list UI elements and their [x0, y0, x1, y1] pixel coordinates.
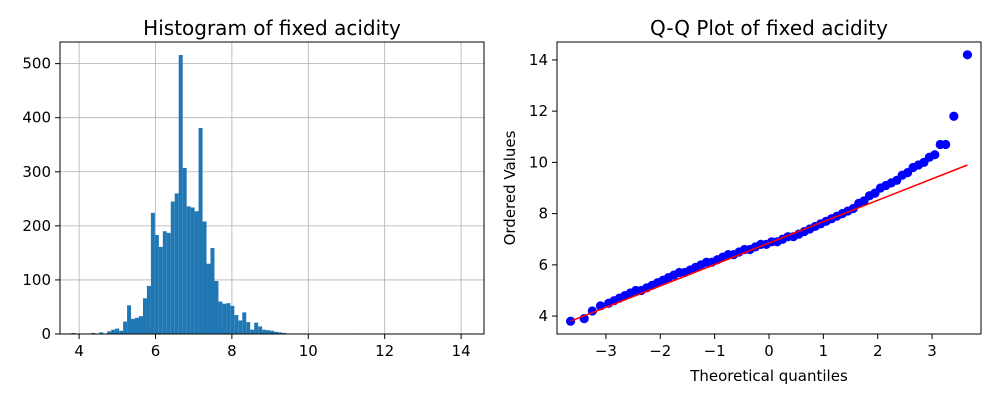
qq-y-tick-label: 14 — [529, 51, 548, 69]
histogram-bar — [230, 305, 235, 334]
histogram-bar — [190, 207, 195, 334]
histogram-bar — [174, 193, 179, 334]
qq-y-tick-label: 8 — [538, 205, 548, 223]
histogram-bar — [146, 285, 151, 334]
histogram-y-tick-label: 100 — [22, 271, 51, 289]
histogram-bar — [214, 281, 219, 334]
qq-x-tick-label: 0 — [764, 342, 774, 360]
histogram-bar — [202, 221, 207, 334]
histogram-x-tick-label: 6 — [151, 342, 161, 360]
histogram-x-tick-label: 12 — [375, 342, 394, 360]
histogram-bar — [111, 329, 116, 334]
histogram-bar — [142, 298, 147, 334]
histogram-bar — [99, 332, 104, 334]
histogram-bar — [186, 206, 191, 334]
histogram-bar — [194, 211, 199, 334]
histogram-bars — [71, 54, 469, 335]
histogram-bar — [178, 54, 183, 334]
histogram-bar — [278, 332, 283, 334]
qq-x-tick-label: −1 — [704, 342, 726, 360]
histogram-bar — [210, 248, 215, 334]
histogram-bar — [162, 231, 167, 334]
histogram-bar — [138, 316, 143, 334]
qq-point — [930, 150, 940, 160]
histogram-y-tick-label: 500 — [22, 55, 51, 73]
histogram-bar — [71, 332, 76, 334]
histogram-y-tick-label: 300 — [22, 163, 51, 181]
histogram-bar — [266, 330, 271, 334]
histogram-y-tick-label: 0 — [41, 325, 51, 343]
histogram-bar — [218, 301, 223, 334]
qq-point — [941, 139, 951, 150]
qq-y-tick-label: 10 — [529, 153, 548, 171]
histogram-bar — [127, 305, 132, 334]
histogram-x-tick-label: 14 — [452, 342, 471, 360]
histogram-ticks: 4 6 8 10 12 14 0 100 200 300 400 500 — [22, 55, 470, 360]
histogram-bar — [234, 315, 239, 334]
histogram-bar — [258, 326, 263, 334]
histogram-bar — [262, 329, 267, 334]
histogram-y-tick-label: 400 — [22, 109, 51, 127]
histogram-bar — [182, 167, 187, 334]
histogram-bar — [242, 312, 247, 334]
histogram-bar — [170, 201, 175, 334]
histogram-bar — [198, 127, 203, 334]
histogram-bar — [115, 328, 120, 334]
histogram-panel: Histogram of fixed acidity 4 6 8 10 12 14 0 100… — [22, 16, 485, 360]
histogram-bar — [131, 318, 136, 334]
histogram-bar — [254, 322, 259, 334]
qq-y-tick-label: 6 — [538, 256, 548, 274]
histogram-bar — [158, 246, 163, 334]
histogram-title: Histogram of fixed acidity — [143, 16, 401, 40]
histogram-bar — [107, 331, 112, 334]
qq-points — [565, 50, 973, 326]
histogram-x-tick-label: 4 — [74, 342, 84, 360]
qq-x-tick-label: 1 — [819, 342, 829, 360]
histogram-x-tick-label: 8 — [227, 342, 237, 360]
qq-fit-line — [570, 164, 968, 322]
histogram-bar — [226, 303, 231, 334]
qq-x-tick-label: −3 — [595, 342, 617, 360]
qq-plot-frame — [556, 41, 982, 335]
qq-plot-title: Q-Q Plot of fixed acidity — [650, 16, 888, 40]
histogram-bar — [246, 322, 251, 334]
qq-x-tick-label: 3 — [927, 342, 937, 360]
qq-plot-panel: Q-Q Plot of fixed acidity −3 −2 −1 0 1 2 34681… — [501, 16, 982, 385]
qq-y-tick-label: 4 — [538, 307, 548, 325]
histogram-bar — [250, 329, 255, 334]
qq-x-tick-label: −2 — [649, 342, 671, 360]
histogram-bar — [135, 317, 139, 334]
qq-y-axis-label: Ordered Values — [501, 130, 519, 245]
histogram-bar — [150, 212, 155, 334]
histogram-bar — [123, 321, 128, 334]
qq-fit-line-segment — [570, 164, 968, 322]
qq-x-tick-label: 2 — [873, 342, 883, 360]
histogram-grid — [60, 42, 484, 335]
histogram-bar — [166, 232, 171, 334]
histogram-frame — [59, 41, 485, 335]
qq-point — [949, 111, 959, 121]
histogram-bar — [222, 303, 227, 334]
qq-y-tick-label: 12 — [529, 102, 548, 120]
histogram-bar — [206, 263, 211, 334]
histogram-bar — [274, 331, 279, 334]
histogram-y-tick-label: 200 — [22, 217, 51, 235]
qq-point — [962, 50, 973, 60]
histogram-bar — [282, 332, 286, 334]
histogram-bar — [238, 320, 243, 334]
histogram-bar — [119, 330, 124, 334]
histogram-x-tick-label: 10 — [299, 342, 318, 360]
histogram-bar — [91, 332, 96, 334]
histogram-bar — [270, 330, 275, 334]
qq-x-axis-label: Theoretical quantiles — [689, 367, 848, 385]
histogram-bar — [154, 235, 159, 334]
